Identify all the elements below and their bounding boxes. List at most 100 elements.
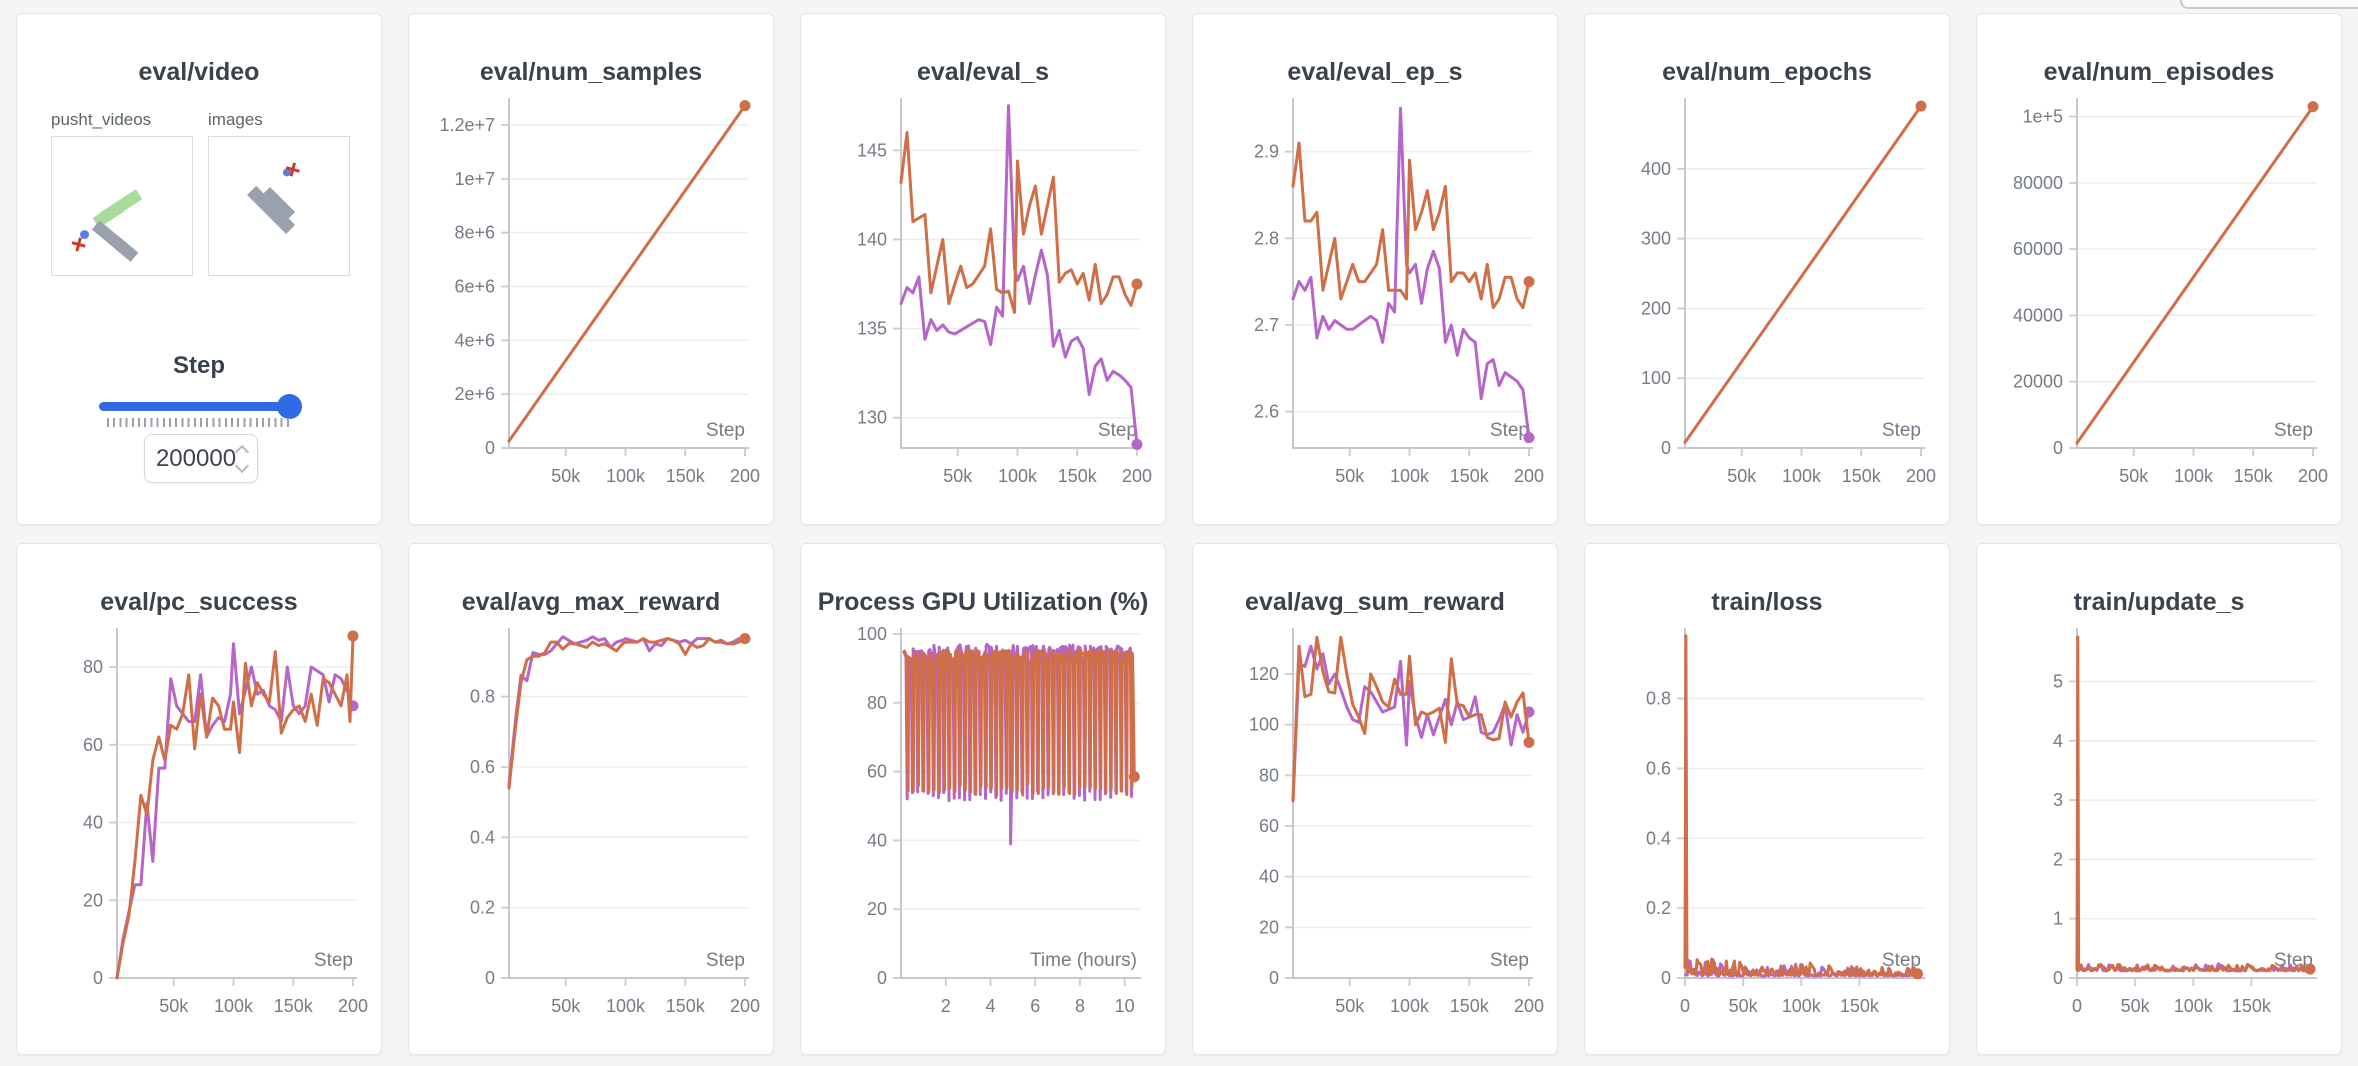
video-thumbnail-pusht-videos[interactable] bbox=[51, 136, 193, 276]
chart-canvas-process-gpu-utilization[interactable]: 0 20 40 60 80 100 2 4 6 8 10 Time (hours) bbox=[801, 596, 1167, 1056]
step-input[interactable]: 200000 bbox=[144, 434, 258, 483]
svg-text:60: 60 bbox=[83, 735, 103, 755]
svg-text:200: 200 bbox=[1906, 466, 1936, 486]
chart-canvas-eval-pc-success[interactable]: 0 20 40 60 80 50k 100k 150k 200 Step bbox=[17, 596, 383, 1056]
svg-text:150k: 150k bbox=[2232, 996, 2272, 1016]
svg-text:80: 80 bbox=[867, 693, 887, 713]
panel-eval-avg-max-reward: eval/avg_max_reward 0 0.2 0.4 0.6 0.8 50k 100k… bbox=[408, 543, 774, 1055]
step-input-spinner[interactable] bbox=[234, 444, 250, 473]
svg-text:1e+5: 1e+5 bbox=[2022, 107, 2063, 127]
svg-text:2e+6: 2e+6 bbox=[454, 384, 495, 404]
svg-text:0: 0 bbox=[1680, 996, 1690, 1016]
chart-canvas-eval-avg-max-reward[interactable]: 0 0.2 0.4 0.6 0.8 50k 100k 150k 200 Step bbox=[409, 596, 775, 1056]
svg-text:200: 200 bbox=[730, 466, 760, 486]
chart-canvas-eval-num-samples[interactable]: 0 2e+6 4e+6 6e+6 8e+6 1e+7 1.2e+7 50k 100k 150k 20… bbox=[409, 66, 775, 526]
step-slider-track[interactable] bbox=[99, 402, 301, 411]
svg-text:50k: 50k bbox=[551, 466, 581, 486]
svg-text:0: 0 bbox=[1661, 968, 1671, 988]
panel-eval-video: eval/video pusht_videos images bbox=[16, 13, 382, 525]
svg-text:50k: 50k bbox=[551, 996, 581, 1016]
svg-text:135: 135 bbox=[857, 319, 887, 339]
panel-title: Process GPU Utilization (%) bbox=[817, 588, 1149, 616]
svg-text:140: 140 bbox=[857, 229, 887, 249]
pusht-scene-illustration bbox=[71, 189, 143, 262]
svg-text:5: 5 bbox=[2053, 671, 2063, 691]
panel-eval-num-epochs: eval/num_epochs 0 100 200 300 400 50k 100k 150k… bbox=[1584, 13, 1950, 525]
chart-canvas-eval-num-epochs[interactable]: 0 100 200 300 400 50k 100k 150k 200 Step bbox=[1585, 66, 1951, 526]
step-input-value[interactable]: 200000 bbox=[155, 444, 237, 472]
images-scene-illustration bbox=[247, 162, 300, 234]
panel-title: eval/eval_ep_s bbox=[1287, 58, 1463, 86]
svg-text:200: 200 bbox=[1122, 466, 1152, 486]
svg-text:2: 2 bbox=[941, 996, 951, 1016]
svg-text:0.8: 0.8 bbox=[1646, 689, 1671, 709]
svg-text:4: 4 bbox=[2053, 731, 2063, 751]
svg-text:120: 120 bbox=[1249, 664, 1279, 684]
svg-text:150k: 150k bbox=[666, 466, 706, 486]
svg-text:80000: 80000 bbox=[2013, 173, 2063, 193]
panel-title: eval/avg_max_reward bbox=[461, 588, 721, 616]
svg-text:0.2: 0.2 bbox=[1646, 898, 1671, 918]
svg-text:400: 400 bbox=[1641, 159, 1671, 179]
svg-text:4: 4 bbox=[985, 996, 995, 1016]
svg-text:150k: 150k bbox=[1840, 996, 1880, 1016]
svg-text:1: 1 bbox=[2053, 909, 2063, 929]
svg-text:2.9: 2.9 bbox=[1254, 142, 1279, 162]
svg-text:50k: 50k bbox=[1335, 996, 1365, 1016]
svg-text:50k: 50k bbox=[1335, 466, 1365, 486]
chart-canvas-eval-eval-ep-s[interactable]: 2.6 2.7 2.8 2.9 50k 100k 150k 200 Step bbox=[1193, 66, 1559, 526]
svg-text:100: 100 bbox=[1641, 368, 1671, 388]
svg-text:Step: Step bbox=[706, 950, 745, 971]
svg-text:100k: 100k bbox=[606, 466, 646, 486]
chart-canvas-eval-eval-s[interactable]: 130 135 140 145 50k 100k 150k 200 Step bbox=[801, 66, 1167, 526]
chart-canvas-train-loss[interactable]: 0 0.2 0.4 0.6 0.8 0 50k 100k 150k Step bbox=[1585, 596, 1951, 1056]
panel-title: eval/num_epochs bbox=[1662, 58, 1872, 86]
svg-text:200: 200 bbox=[1514, 996, 1544, 1016]
chevron-down-icon[interactable] bbox=[234, 458, 250, 473]
svg-text:Step: Step bbox=[2274, 420, 2313, 441]
svg-text:0.6: 0.6 bbox=[470, 757, 495, 777]
svg-text:100k: 100k bbox=[1390, 466, 1430, 486]
svg-text:50k: 50k bbox=[159, 996, 189, 1016]
svg-text:20: 20 bbox=[867, 899, 887, 919]
svg-text:2.8: 2.8 bbox=[1254, 228, 1279, 248]
svg-text:80: 80 bbox=[1259, 765, 1279, 785]
video-thumbnail-images[interactable] bbox=[208, 136, 350, 276]
svg-text:100k: 100k bbox=[606, 996, 646, 1016]
svg-text:50k: 50k bbox=[1727, 466, 1757, 486]
panel-eval-eval-ep-s: eval/eval_ep_s 2.6 2.7 2.8 2.9 50k 100k 150k 20… bbox=[1192, 13, 1558, 525]
chart-canvas-eval-num-episodes[interactable]: 0 20000 40000 60000 80000 1e+5 50k 100k 150k 200 S… bbox=[1977, 66, 2343, 526]
svg-text:0: 0 bbox=[877, 968, 887, 988]
svg-text:2.7: 2.7 bbox=[1254, 315, 1279, 335]
chart-canvas-eval-avg-sum-reward[interactable]: 0 20 40 60 80 100 120 50k 100k 150k 200 Step bbox=[1193, 596, 1559, 1056]
svg-text:2: 2 bbox=[2053, 849, 2063, 869]
svg-text:20: 20 bbox=[83, 890, 103, 910]
svg-text:150k: 150k bbox=[1842, 466, 1882, 486]
svg-text:20: 20 bbox=[1259, 917, 1279, 937]
svg-text:40: 40 bbox=[867, 830, 887, 850]
svg-text:300: 300 bbox=[1641, 229, 1671, 249]
panel-train-loss: train/loss 0 0.2 0.4 0.6 0.8 0 50k 100k 150k Step bbox=[1584, 543, 1950, 1055]
svg-text:0: 0 bbox=[2053, 438, 2063, 458]
svg-text:50k: 50k bbox=[943, 466, 973, 486]
svg-text:40000: 40000 bbox=[2013, 305, 2063, 325]
panel-process-gpu-utilization: Process GPU Utilization (%) 0 20 40 60 80 100… bbox=[800, 543, 1166, 1055]
svg-text:2.6: 2.6 bbox=[1254, 402, 1279, 422]
svg-text:20000: 20000 bbox=[2013, 372, 2063, 392]
chevron-up-icon[interactable] bbox=[234, 444, 250, 459]
svg-text:Step: Step bbox=[1490, 420, 1529, 441]
svg-text:100k: 100k bbox=[1390, 996, 1430, 1016]
step-slider-handle[interactable] bbox=[277, 394, 302, 419]
panel-train-update-s: train/update_s 0 1 2 3 4 5 0 50k 100k 150k Step bbox=[1976, 543, 2342, 1055]
svg-text:10: 10 bbox=[1115, 996, 1135, 1016]
svg-text:0.4: 0.4 bbox=[1646, 828, 1671, 848]
svg-text:100: 100 bbox=[1249, 715, 1279, 735]
svg-text:50k: 50k bbox=[2121, 996, 2151, 1016]
svg-text:1.2e+7: 1.2e+7 bbox=[439, 115, 495, 135]
media-label-pusht-videos: pusht_videos bbox=[51, 110, 152, 129]
svg-text:0: 0 bbox=[2053, 968, 2063, 988]
svg-text:Step: Step bbox=[1098, 420, 1137, 441]
step-slider-label: Step bbox=[172, 352, 225, 379]
